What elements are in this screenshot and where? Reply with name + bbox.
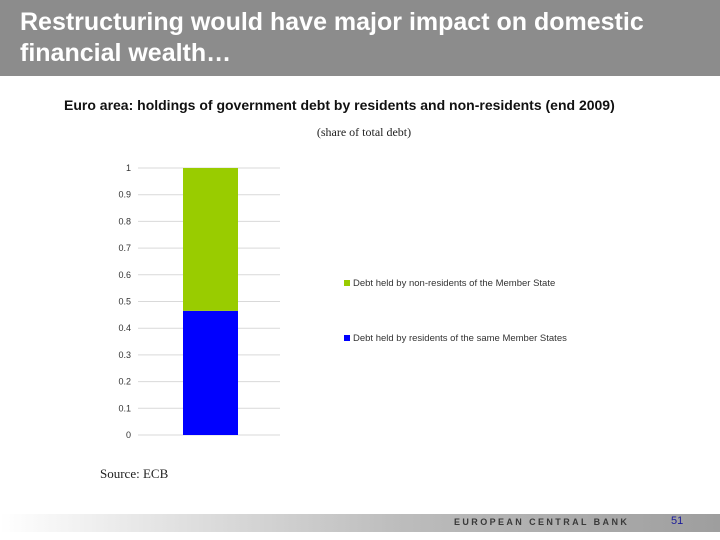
y-tick-label: 0.8 [118, 216, 131, 226]
legend-label: Debt held by non-residents of the Member… [353, 278, 555, 289]
y-tick-label: 0 [126, 430, 131, 440]
y-tick-label: 0.1 [118, 403, 131, 413]
y-tick-label: 0.7 [118, 243, 131, 253]
y-tick-label: 0.4 [118, 323, 131, 333]
chart-title: Euro area: holdings of government debt b… [64, 97, 615, 113]
bar-segment [183, 168, 238, 311]
bar-segment [183, 310, 238, 435]
y-tick-label: 0.6 [118, 270, 131, 280]
ecb-logo: EUROPEAN CENTRAL BANK [454, 517, 630, 527]
source-note: Source: ECB [100, 466, 169, 481]
y-tick-label: 1 [126, 163, 131, 173]
y-tick-label: 0.9 [118, 190, 131, 200]
slide-title: Restructuring would have major impact on… [20, 8, 644, 67]
legend-label: Debt held by residents of the same Membe… [353, 333, 567, 344]
legend-swatch [344, 335, 350, 341]
header-band [0, 0, 720, 76]
chart-subtitle: (share of total debt) [316, 125, 412, 139]
y-tick-label: 0.5 [118, 297, 131, 307]
y-tick-label: 0.2 [118, 377, 131, 387]
page-number: 51 [671, 515, 684, 527]
stacked-bar-chart: 0 0.1 0.2 0.3 0.4 0.5 0.6 0.7 0.8 0.9 1 Debt held … [118, 163, 567, 440]
y-tick-label: 0.3 [118, 350, 131, 360]
legend-swatch [344, 280, 350, 286]
footer-band [0, 514, 720, 532]
